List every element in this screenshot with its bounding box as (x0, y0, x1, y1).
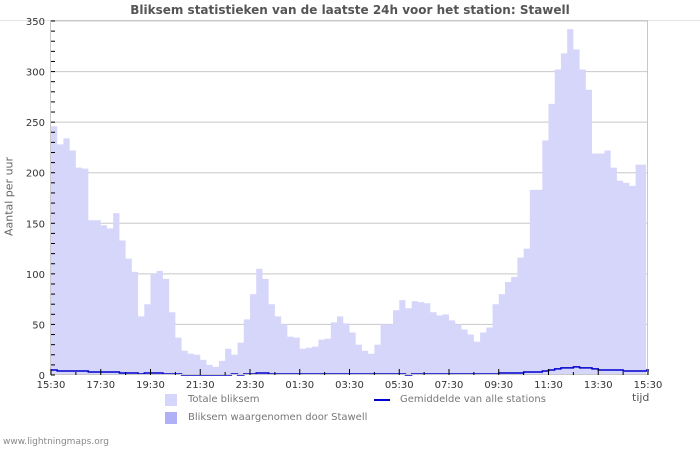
svg-text:200: 200 (26, 169, 45, 180)
svg-text:21:30: 21:30 (186, 380, 215, 391)
y-tick-labels: 0 50 100 150 200 250 300 350 (26, 17, 45, 382)
svg-text:13:30: 13:30 (584, 380, 613, 391)
x-tick-labels: 15:30 17:30 19:30 21:30 23:30 01:30 03:30 05:30… (37, 380, 663, 391)
svg-text:07:30: 07:30 (435, 380, 464, 391)
average-stations-line (51, 366, 649, 376)
svg-text:19:30: 19:30 (136, 380, 165, 391)
total-lightning-area (51, 29, 646, 375)
svg-text:15:30: 15:30 (37, 380, 66, 391)
svg-text:17:30: 17:30 (86, 380, 115, 391)
axes (50, 20, 649, 376)
legend-item-total: Totale bliksem (165, 394, 345, 408)
average-line-icon (374, 399, 390, 401)
svg-text:23:30: 23:30 (236, 380, 265, 391)
chart-title: Bliksem statistieken van de laatste 24h … (130, 3, 570, 17)
svg-text:150: 150 (26, 219, 45, 230)
svg-text:300: 300 (26, 68, 45, 79)
x-axis-label: tijd (632, 391, 650, 404)
legend-label: Bliksem waargenomen door Stawell (188, 412, 368, 423)
svg-text:50: 50 (32, 320, 45, 331)
svg-text:05:30: 05:30 (385, 380, 414, 391)
legend-label: Gemiddelde van alle stations (400, 394, 546, 405)
svg-text:250: 250 (26, 118, 45, 129)
y-axis-label: Aantal per uur (2, 156, 16, 237)
svg-text:01:30: 01:30 (285, 380, 314, 391)
legend-item-station: Bliksem waargenomen door Stawell (165, 412, 385, 426)
station-swatch-icon (165, 412, 177, 424)
svg-text:03:30: 03:30 (335, 380, 364, 391)
svg-text:11:30: 11:30 (534, 380, 563, 391)
legend-item-average: Gemiddelde van alle stations (374, 394, 574, 408)
footer-link[interactable]: www.lightningmaps.org (3, 437, 109, 447)
legend-label: Totale bliksem (188, 394, 260, 405)
svg-text:09:30: 09:30 (484, 380, 513, 391)
total-swatch-icon (165, 394, 177, 406)
svg-text:0: 0 (39, 371, 45, 382)
svg-text:350: 350 (26, 17, 45, 28)
svg-text:15:30: 15:30 (634, 380, 663, 391)
svg-text:100: 100 (26, 270, 45, 281)
